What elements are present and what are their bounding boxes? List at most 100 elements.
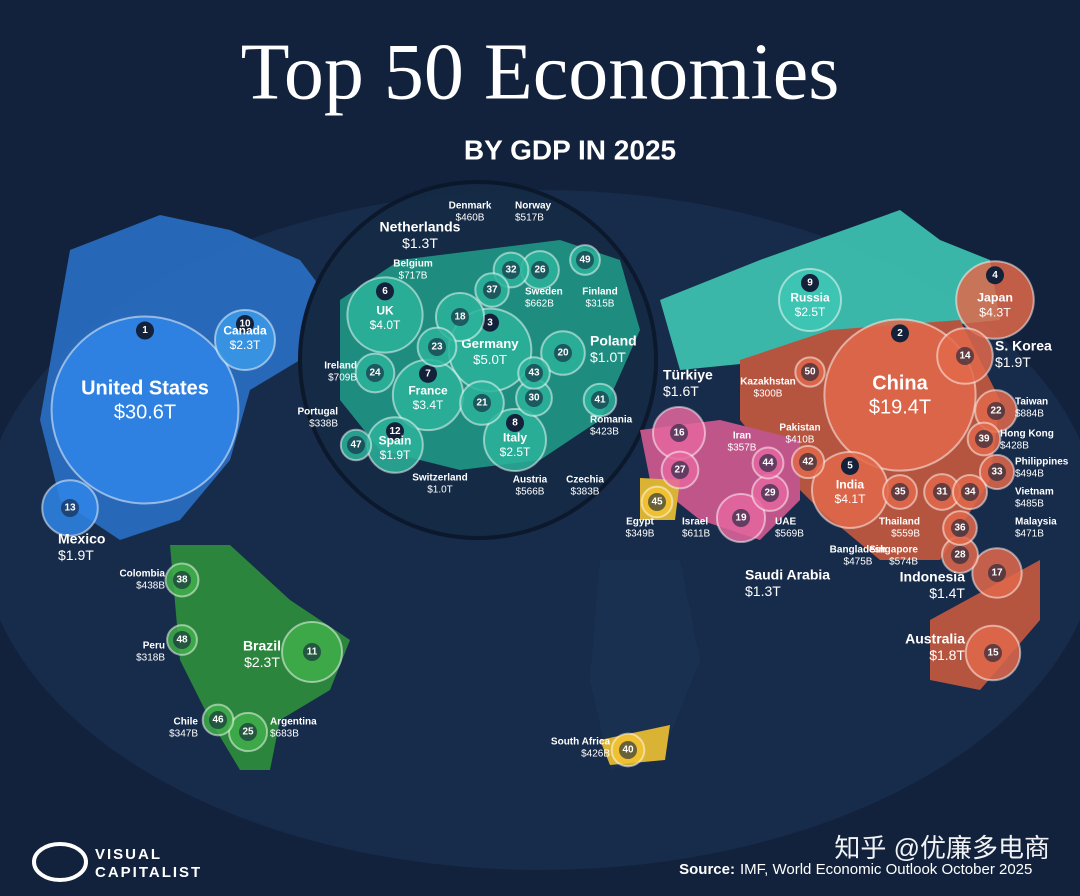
country-name: India — [836, 478, 865, 492]
rank: 40 — [622, 745, 634, 756]
country-name: Austria — [513, 475, 548, 486]
rank: 44 — [762, 458, 774, 469]
country-name: South Africa — [551, 737, 611, 748]
country-name: Netherlands — [380, 218, 461, 234]
rank: 35 — [894, 487, 906, 498]
country-name: Finland — [582, 287, 618, 298]
gdp-label: $1.3T — [745, 583, 781, 599]
country-name: China — [872, 372, 928, 394]
gdp-label: $315B — [586, 299, 615, 310]
gdp-label: $4.0T — [370, 318, 401, 332]
africa — [590, 560, 700, 770]
gdp-label: $566B — [516, 487, 545, 498]
gdp-label: $1.0T — [590, 349, 626, 365]
rank: 22 — [990, 406, 1002, 417]
gdp-label: $1.9T — [995, 354, 1031, 370]
gdp-label: $347B — [169, 729, 198, 740]
gdp-label: $5.0T — [473, 352, 507, 367]
rank-badge — [554, 344, 572, 362]
gdp-label: $383B — [571, 487, 600, 498]
gdp-label: $494B — [1015, 469, 1044, 480]
rank-badge — [670, 424, 688, 442]
rank: 38 — [176, 575, 188, 586]
rank: 23 — [431, 342, 443, 353]
gdp-bubble — [778, 268, 842, 332]
country-name: Iran — [733, 431, 751, 442]
country-name: Spain — [379, 434, 412, 448]
gdp-label: $4.3T — [979, 305, 1011, 319]
gdp-bubble — [346, 276, 424, 354]
rank: 34 — [964, 487, 976, 498]
country-name: Belgium — [393, 259, 433, 270]
rank-badge — [376, 282, 394, 301]
rank-badge — [799, 453, 817, 471]
gdp-label: $717B — [399, 271, 428, 282]
watermark: 知乎 @优廉多电商 — [834, 833, 1050, 863]
gdp-label: $438B — [136, 581, 165, 592]
rank-badge — [951, 519, 969, 537]
rank-badge — [591, 391, 609, 409]
country-name: France — [408, 384, 448, 398]
rank: 12 — [389, 426, 401, 437]
country-name: Türkiye — [663, 366, 713, 382]
country-name: Mexico — [58, 530, 105, 546]
rank-badge — [531, 261, 549, 279]
rank-badge — [761, 484, 779, 502]
rank: 6 — [382, 286, 388, 297]
country-name: Norway — [515, 201, 552, 212]
country-name: Thailand — [879, 517, 920, 528]
logo-text: CAPITALIST — [95, 864, 202, 881]
rank: 31 — [936, 487, 948, 498]
rank-badge — [236, 315, 254, 334]
rank: 7 — [425, 368, 431, 379]
rank-badge — [483, 281, 501, 299]
rank: 39 — [978, 434, 990, 445]
gdp-label: $471B — [1015, 529, 1044, 540]
gdp-label: $1.4T — [929, 585, 965, 601]
rank: 19 — [735, 513, 747, 524]
rank: 36 — [954, 523, 966, 534]
gdp-label: $2.3T — [244, 654, 280, 670]
source-label: Source: — [679, 861, 735, 878]
gdp-label: $318B — [136, 653, 165, 664]
country-name: Canada — [223, 324, 267, 338]
country-name: Switzerland — [412, 473, 468, 484]
country-name: Saudi Arabia — [745, 566, 830, 582]
gdp-label: $1.3T — [402, 235, 438, 251]
rank-badge — [61, 499, 79, 517]
rank-badge — [987, 402, 1005, 420]
gdp-label: $2.5T — [500, 445, 531, 459]
gdp-label: $410B — [786, 435, 815, 446]
rank-badge — [239, 723, 257, 741]
country-name: Czechia — [566, 475, 604, 486]
logo-mark — [32, 842, 88, 882]
rank-badge — [891, 483, 909, 501]
rank: 14 — [959, 351, 971, 362]
gdp-label: $569B — [775, 529, 804, 540]
gdp-bubble — [214, 309, 276, 371]
country-name: Argentina — [270, 717, 317, 728]
gdp-bubble — [483, 408, 547, 472]
rank-badge — [481, 313, 499, 332]
gdp-label: $338B — [309, 419, 338, 430]
rank: 43 — [528, 368, 540, 379]
gdp-label: $428B — [1000, 441, 1029, 452]
rank: 50 — [804, 367, 816, 378]
country-name: Romania — [590, 415, 633, 426]
gdp-label: $357B — [728, 443, 757, 454]
country-name: Colombia — [119, 569, 165, 580]
rank-badge — [347, 436, 365, 454]
title: Top 50 Economies — [241, 28, 840, 116]
country-name: Hong Kong — [1000, 429, 1054, 440]
rank-badge — [671, 461, 689, 479]
rank-badge — [506, 414, 524, 432]
gdp-label: $884B — [1015, 409, 1044, 420]
rank-badge — [988, 564, 1006, 582]
rank: 41 — [594, 395, 606, 406]
gdp-label: $611B — [682, 529, 711, 540]
country-name: Taiwan — [1015, 397, 1048, 408]
bubbles: 1 United States$30.6T 2 China$19.4T 3 Germany… — [41, 201, 1069, 768]
country-name: Chile — [174, 717, 199, 728]
rank-badge — [732, 509, 750, 527]
logo-text: VISUAL — [95, 846, 162, 863]
